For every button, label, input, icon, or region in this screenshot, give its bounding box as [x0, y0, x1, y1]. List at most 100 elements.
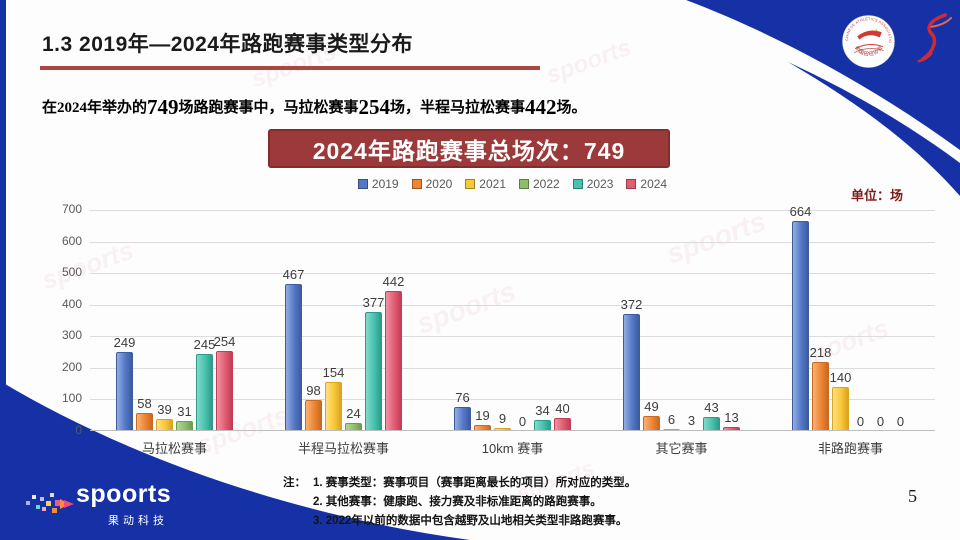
legend-swatch [465, 179, 476, 189]
bar-2023 [534, 420, 551, 431]
brand-mosaic-icon [26, 493, 74, 513]
gridline [90, 273, 935, 275]
note-line: 3. 2022年以前的数据中包含越野及山地相关类型非路跑赛事。 [313, 515, 628, 527]
left-edge-accent-bar [0, 0, 6, 540]
bar-value-label: 0 [896, 414, 905, 429]
bar-value-label: 467 [282, 266, 305, 282]
gridline [90, 304, 935, 306]
legend-item: 2024 [626, 177, 667, 191]
bar-2020 [136, 412, 153, 431]
athlete-ribbon-icon [920, 13, 947, 61]
bar-slot: 19 [474, 408, 491, 431]
bar-2024 [723, 426, 740, 431]
bar-2020 [474, 425, 491, 431]
bar-slot: 13 [723, 410, 740, 431]
brand-logo: spoorts 果动科技 [26, 480, 196, 534]
bar-value-label: 34 [535, 403, 550, 419]
bar-value-label: 19 [475, 408, 490, 424]
bar-slot: 372 [621, 297, 642, 431]
caa-star-icon: ★ [875, 27, 879, 32]
legend-swatch [357, 179, 368, 189]
bar-2022 [176, 421, 193, 431]
caa-track-arc [855, 43, 883, 50]
bar-slot: 254 [214, 334, 235, 431]
bar-value-label: 0 [876, 414, 885, 429]
total-events-banner: 2024年路跑赛事总场次：749 [268, 129, 670, 168]
legend-label: 2022 [533, 177, 560, 191]
category-label: 非路跑赛事 [817, 441, 883, 456]
category-label: 马拉松赛事 [141, 441, 207, 456]
page-title: 1.3 2019年—2024年路跑赛事类型分布 [42, 33, 413, 56]
bar-value-label: 58 [137, 395, 152, 411]
bar-2019 [623, 313, 640, 431]
legend: 2019 2020 2021 2022 2023 2024 [90, 177, 935, 191]
bar-value-label: 249 [113, 335, 136, 351]
legend-item: 2020 [411, 177, 452, 191]
bar-value-label: 6 [667, 412, 676, 428]
subtitle-text: 场。 [556, 100, 587, 116]
bar-2021 [156, 418, 173, 431]
bar-2024 [385, 291, 402, 431]
bar-2020 [305, 400, 322, 431]
bar-slot: 377 [363, 295, 384, 431]
bar-group-2: 467 98 154 24 377 442 [259, 210, 428, 431]
bar-slot: 24 [345, 406, 362, 431]
bar-2020 [812, 362, 829, 431]
bar-slot: 43 [703, 400, 720, 431]
bar-2022 [345, 423, 362, 431]
bar-slot: 9 [494, 411, 511, 431]
subtitle-text: 场路跑赛事中，马拉松赛事 [178, 100, 359, 116]
bar-slot: 140 [830, 370, 851, 431]
bar-value-label: 3 [687, 413, 696, 429]
bar-2023 [365, 311, 382, 431]
bar-value-label: 98 [306, 383, 321, 399]
brand-name: spoorts [76, 480, 172, 508]
bar-value-label: 76 [455, 390, 470, 406]
bar-2021 [325, 382, 342, 431]
bar-slot: 249 [114, 335, 135, 431]
bar-value-label: 43 [704, 400, 719, 416]
bar-2019 [792, 221, 809, 431]
bar-2019 [116, 352, 133, 431]
bar-2021 [832, 386, 849, 431]
notes-lines: 1. 赛事类型：赛事项目（赛事距离最长的项目）所对应的类型。 2. 其他赛事：健康… [313, 474, 636, 531]
note-line: 1. 赛事类型：赛事项目（赛事距离最长的项目）所对应的类型。 [313, 477, 637, 489]
bar-value-label: 372 [620, 296, 643, 312]
bar-value-label: 40 [555, 401, 570, 417]
legend-item: 2022 [519, 177, 560, 191]
gridline [90, 210, 935, 211]
bar-value-label: 377 [362, 294, 385, 310]
bar-value-label: 9 [498, 411, 507, 427]
bar-value-label: 664 [789, 204, 812, 220]
bar-2021 [494, 428, 511, 431]
bar-2023 [196, 353, 213, 431]
chart-plot-area: 249 58 39 31 245 254 467 98 154 24 377 442 76 19 9 0 34 4… [90, 204, 935, 432]
notes-prefix: 注： [283, 477, 306, 489]
bar-slot: 34 [534, 403, 551, 431]
bar-group-1: 249 58 39 31 245 254 [90, 210, 259, 431]
subtitle: 在2024年举办的749场路跑赛事中，马拉松赛事254场，半程马拉松赛事442场… [42, 96, 587, 118]
bar-2019 [285, 283, 302, 431]
bar-slot: 664 [790, 204, 811, 431]
athlete-wing-icon [930, 16, 953, 28]
caa-track-arc [854, 48, 884, 54]
bar-slot: 39 [156, 402, 173, 431]
category-label: 10km 赛事 [481, 441, 544, 456]
page-number: 5 [908, 486, 917, 506]
category-label: 半程马拉松赛事 [297, 441, 389, 456]
bar-value-label: 24 [346, 406, 361, 422]
bar-slot: 31 [176, 404, 193, 431]
bar-slot: 467 [283, 267, 304, 431]
bar-2023 [703, 417, 720, 431]
note-line: 2. 其他赛事：健康跑、接力赛及非标准距离的路跑赛事。 [313, 496, 602, 508]
title-underline [40, 66, 540, 70]
legend-label: 2021 [479, 177, 506, 191]
bar-value-label: 140 [829, 369, 852, 385]
subtitle-text: 场，半程马拉松赛事 [390, 100, 526, 116]
legend-item: 2019 [357, 177, 399, 191]
gridline [90, 241, 935, 243]
bar-value-label: 442 [382, 274, 405, 290]
bar-group-4: 372 49 6 3 43 13 [597, 210, 766, 432]
bar-group-5: 664 218 140 0 0 0 [766, 204, 935, 431]
